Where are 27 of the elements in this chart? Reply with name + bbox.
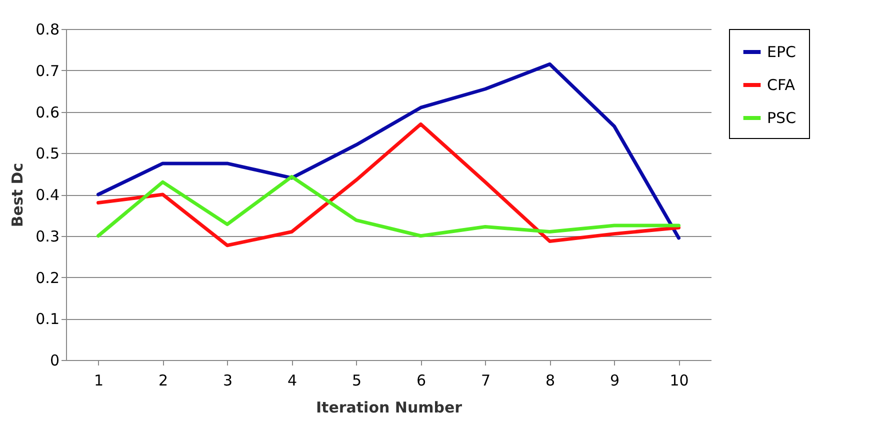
x-tick-label: 6 [416, 372, 426, 390]
y-tick-label: 0.4 [36, 186, 60, 204]
y-tick-label: 0.1 [36, 310, 60, 328]
y-tick-label: 0.7 [36, 62, 60, 80]
x-tick-label: 4 [287, 372, 298, 390]
y-tick-label: 0.2 [36, 268, 60, 287]
y-tick-label: 0.6 [36, 103, 60, 122]
y-axis-title: Best Dc [8, 162, 27, 228]
x-tick-label: 5 [352, 372, 362, 390]
x-tick-label: 9 [610, 372, 620, 390]
x-axis-title: Iteration Number [316, 398, 463, 416]
x-tick-label: 8 [545, 372, 556, 390]
legend-label: PSC [767, 109, 796, 127]
line-series [96, 62, 680, 240]
y-tick-label: 0.5 [36, 144, 60, 163]
legend-label: CFA [767, 76, 796, 94]
y-tick-label: 0.8 [36, 20, 60, 38]
x-tick-label: 2 [158, 372, 168, 390]
y-tick-label: 0 [50, 352, 60, 370]
x-tick-label: 7 [480, 372, 491, 390]
line-series [96, 122, 680, 248]
x-tick-label: 10 [670, 372, 689, 390]
legend-label: EPC [767, 43, 796, 61]
y-tick-label: 0.3 [36, 227, 60, 246]
x-tick-label: 1 [94, 372, 104, 390]
line-series [96, 174, 680, 238]
x-tick-label: 3 [222, 372, 233, 390]
